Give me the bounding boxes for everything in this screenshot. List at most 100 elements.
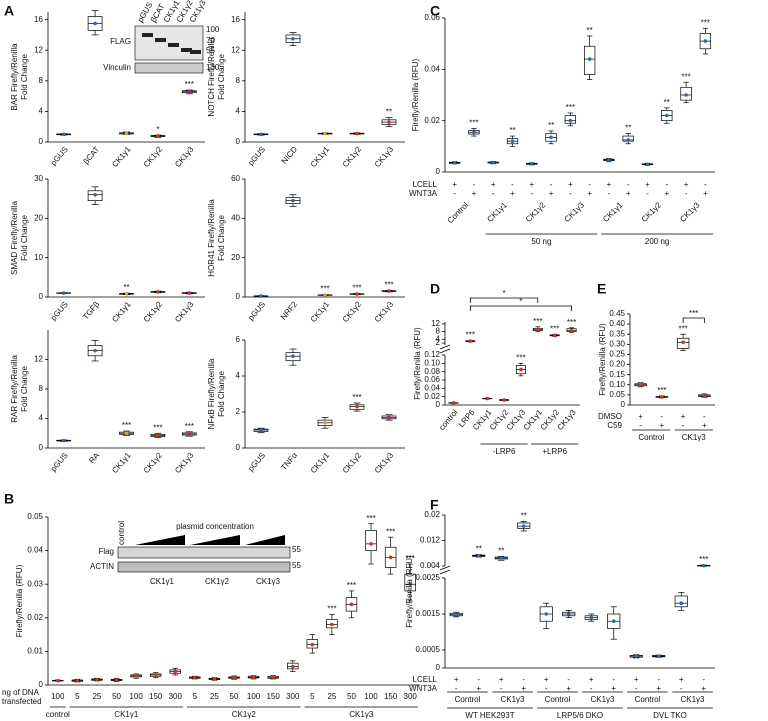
median-dot	[589, 615, 594, 620]
x-tick-label: CK1γ3	[373, 299, 396, 324]
median-dot	[679, 601, 684, 605]
row-mark: +	[702, 421, 707, 430]
y-tick-label: 6	[236, 335, 241, 344]
significance: ***	[469, 118, 478, 127]
y-tick-label: 12	[431, 319, 440, 328]
median-dot	[55, 678, 60, 683]
y-tick-label: 8	[39, 76, 44, 85]
median-dot	[291, 198, 295, 203]
median-dot	[310, 642, 315, 647]
y-tick-label: 0.012	[420, 536, 441, 545]
row-mark: -	[569, 189, 572, 198]
x-tick-label: βCAT	[81, 145, 101, 166]
row-mark: -	[511, 180, 514, 189]
row-mark: -	[455, 684, 458, 693]
significance: ***	[657, 386, 666, 395]
x-tick-label: CK1γ3	[173, 144, 196, 169]
median-dot	[566, 612, 571, 616]
panel-letter: A	[4, 3, 14, 19]
y-tick-label: 0.15	[609, 370, 625, 379]
median-dot	[61, 132, 66, 137]
median-dot	[552, 333, 557, 338]
median-dot	[323, 421, 327, 425]
y-axis-label: Firefly/Renilla (RFU)	[405, 555, 414, 628]
x-tick-label: CK1γ3	[173, 299, 196, 324]
row-mark: +	[684, 180, 689, 189]
row-mark: -	[702, 675, 705, 684]
y-tick-label: 10	[34, 253, 43, 262]
y-tick-label: 0.35	[609, 329, 625, 338]
median-dot	[521, 524, 526, 528]
median-dot	[626, 138, 631, 142]
x-tick-label: 5	[193, 692, 198, 701]
box	[365, 530, 377, 551]
median-dot	[502, 398, 506, 402]
row-mark: +	[568, 180, 573, 189]
median-dot	[408, 582, 413, 586]
median-dot	[544, 612, 549, 616]
blot-row-label: ACTIN	[90, 562, 114, 571]
significance: ***	[466, 331, 475, 340]
group-label: CK1γ3	[563, 200, 587, 224]
row-label: WNT3A	[409, 189, 438, 198]
median-dot	[569, 328, 574, 333]
y-axis-label: NOTCH Firefly/Renilla	[207, 37, 216, 117]
y-tick-label: 60	[231, 174, 240, 183]
row-mark: +	[529, 180, 534, 189]
blot	[117, 546, 291, 559]
x-tick-label: 150	[384, 692, 398, 701]
row-label: LCELL	[413, 675, 438, 684]
row-label: DMSO	[598, 412, 622, 421]
group-label: CK1γ1	[114, 710, 139, 719]
y-axis-label: Fold Change	[217, 215, 226, 261]
median-dot	[93, 348, 97, 353]
x-tick-label: 50	[347, 692, 356, 701]
significance: ***	[533, 317, 542, 326]
median-dot	[634, 654, 639, 658]
y-tick-label: 8	[436, 327, 441, 336]
row-mark: -	[545, 684, 548, 693]
group-label: CK1γ2	[524, 200, 548, 224]
row-mark: +	[510, 189, 515, 198]
significance: ***	[327, 605, 336, 614]
y-tick-label: 12	[34, 355, 43, 364]
row-mark: -	[703, 412, 706, 421]
y-tick-label: 16	[231, 15, 240, 24]
significance: ***	[681, 72, 690, 81]
median-dot	[212, 677, 217, 681]
row-mark: +	[566, 684, 571, 693]
size-marker: 55	[206, 46, 215, 55]
median-dot	[232, 675, 236, 680]
row-mark: -	[473, 180, 476, 189]
significance: **	[498, 547, 504, 556]
median-dot	[134, 674, 138, 678]
size-marker: 55	[292, 561, 301, 570]
concentration-wedge	[135, 535, 185, 545]
axis-break	[439, 348, 451, 354]
row-mark: +	[476, 684, 481, 693]
x-tick-label: 150	[149, 692, 163, 701]
x-tick-label: CK1γ3	[373, 450, 396, 475]
row-mark: -	[682, 421, 685, 430]
row-mark: -	[646, 189, 649, 198]
y-tick-label: 4	[236, 371, 241, 380]
x-tick-label: 100	[129, 692, 143, 701]
axis-break	[439, 565, 451, 571]
y-tick-label: 0.01	[27, 647, 43, 656]
median-dot	[124, 431, 129, 436]
significance: **	[587, 26, 593, 35]
median-dot	[510, 139, 515, 143]
y-tick-label: 0.0025	[416, 573, 441, 582]
x-tick-label: 100	[51, 692, 65, 701]
row-mark: -	[635, 684, 638, 693]
median-dot	[124, 292, 129, 296]
row-mark: -	[567, 675, 570, 684]
row-mark: +	[703, 189, 708, 198]
group-label: DVL TKO	[653, 711, 687, 720]
median-dot	[193, 675, 197, 680]
group-label: CK1γ3	[590, 695, 615, 704]
axis-break	[439, 344, 451, 350]
group-label: WT HEK293T	[465, 711, 514, 720]
row-mark: +	[587, 189, 592, 198]
y-tick-label: 4	[39, 414, 44, 423]
